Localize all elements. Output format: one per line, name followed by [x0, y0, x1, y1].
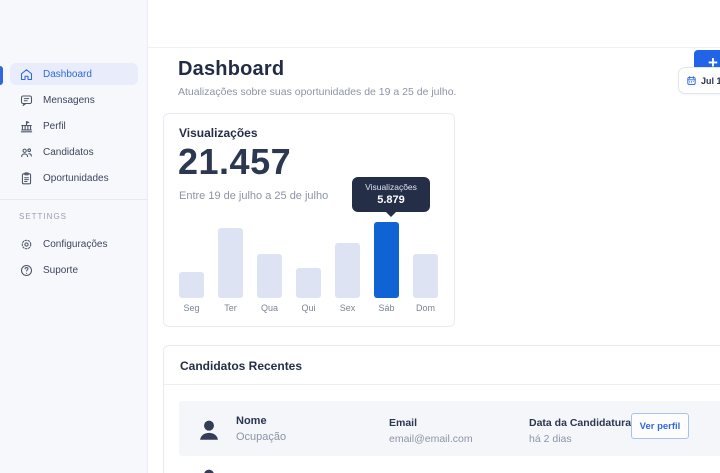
axis-label-qui: Qui	[301, 303, 316, 313]
candidate-email-col: Email email@email.com	[389, 416, 473, 447]
bar-dom[interactable]	[413, 254, 438, 298]
gear-icon	[21, 239, 32, 249]
sidebar-item-label: Mensagens	[43, 94, 95, 106]
clipboard-icon	[21, 171, 32, 184]
sidebar-item-perfil[interactable]: Perfil	[10, 115, 138, 137]
views-period-label: Entre 19 de julho a 25 de julho	[179, 190, 329, 202]
card-divider	[164, 384, 720, 385]
page-header: Dashboard Atualizações sobre suas oportu…	[178, 58, 456, 98]
email-value: email@email.com	[389, 433, 473, 445]
help-icon	[20, 264, 33, 276]
sidebar-item-label: Candidatos	[43, 146, 94, 158]
views-card: Visualizações 21.457 Entre 19 de julho a…	[163, 113, 455, 327]
active-nav-indicator	[0, 66, 3, 85]
home-icon	[20, 68, 33, 80]
sidebar-divider	[0, 199, 147, 200]
sidebar-settings-nav: Configurações Suporte	[10, 233, 138, 285]
views-bar-chart	[179, 114, 438, 298]
application-date-label: Data da Candidatura	[529, 417, 632, 429]
date-range-picker[interactable]: Jul 19 -	[678, 67, 720, 94]
tooltip-value: 5.879	[377, 194, 405, 206]
email-label: Email	[389, 417, 418, 429]
bar-sab[interactable]	[374, 222, 399, 298]
calendar-icon	[687, 76, 696, 85]
sidebar-item-dashboard[interactable]: Dashboard	[10, 63, 138, 85]
recent-candidates-card: Candidatos Recentes Nome Ocupação Email …	[163, 345, 720, 473]
people-icon	[21, 147, 32, 157]
sidebar-item-suporte[interactable]: Suporte	[10, 259, 138, 281]
sidebar-item-label: Dashboard	[43, 68, 92, 80]
sidebar-item-candidatos[interactable]: Candidatos	[10, 141, 138, 163]
candidate-name-col: Nome Ocupação	[236, 414, 286, 445]
bar-sex[interactable]	[335, 243, 360, 298]
bar-ter[interactable]	[218, 228, 243, 298]
views-card-title: Visualizações	[179, 126, 258, 140]
candidate-date-col: Data da Candidatura há 2 dias	[529, 416, 631, 447]
chart-tooltip: Visualizações 5.879	[352, 177, 430, 217]
axis-label-qua: Qua	[260, 303, 278, 313]
axis-label-sab: Sáb	[378, 303, 395, 313]
recent-candidates-title: Candidatos Recentes	[180, 359, 303, 373]
bar-axis-labels: Seg Ter Qua Qui Sex Sáb Dom	[179, 303, 438, 313]
candidate-row: Nome Ocupação Email email@email.com Data…	[179, 401, 720, 456]
sidebar-item-mensagens[interactable]: Mensagens	[10, 89, 138, 111]
avatar-icon	[200, 420, 218, 440]
sidebar-item-label: Perfil	[43, 120, 66, 132]
axis-label-sex: Sex	[339, 303, 356, 313]
sidebar-item-oportunidades[interactable]: Oportunidades	[10, 167, 138, 189]
sidebar-item-configuracoes[interactable]: Configurações	[10, 233, 138, 255]
avatar-icon	[204, 469, 214, 473]
bar-seg[interactable]	[179, 272, 204, 298]
sidebar-nav: Dashboard Mensagens Perfil Candidatos Op…	[10, 63, 138, 193]
date-range-label: Jul 19 -	[701, 75, 720, 86]
candidate-occupation: Ocupação	[236, 431, 287, 443]
page-title: Dashboard	[178, 58, 285, 80]
topbar	[148, 0, 720, 48]
page-subtitle: Atualizações sobre suas oportunidades de…	[178, 86, 457, 98]
candidate-name: Nome	[236, 415, 267, 427]
chat-icon	[20, 94, 33, 106]
tooltip-series-label: Visualizações	[365, 182, 417, 192]
tooltip-arrow	[386, 212, 396, 217]
axis-label-dom: Dom	[415, 303, 435, 313]
bar-qui[interactable]	[296, 268, 321, 298]
plus-icon: +	[708, 53, 718, 72]
application-date-value: há 2 dias	[529, 433, 572, 445]
settings-section-label: SETTINGS	[19, 212, 68, 221]
sidebar-item-label: Configurações	[43, 238, 108, 250]
building-icon	[20, 120, 33, 132]
bar-qua[interactable]	[257, 254, 282, 298]
sidebar-item-label: Oportunidades	[43, 172, 109, 184]
axis-label-seg: Seg	[183, 303, 200, 313]
sidebar-item-label: Suporte	[43, 264, 79, 276]
views-total-value: 21.457	[178, 141, 292, 182]
candidate-row: Nome Ocupação Email email@email.com Data…	[179, 464, 720, 473]
sidebar: Dashboard Mensagens Perfil Candidatos Op…	[0, 0, 148, 473]
view-profile-button[interactable]: Ver perfil	[631, 413, 689, 439]
axis-label-ter: Ter	[224, 303, 237, 313]
candidates-list: Nome Ocupação Email email@email.com Data…	[179, 401, 720, 473]
